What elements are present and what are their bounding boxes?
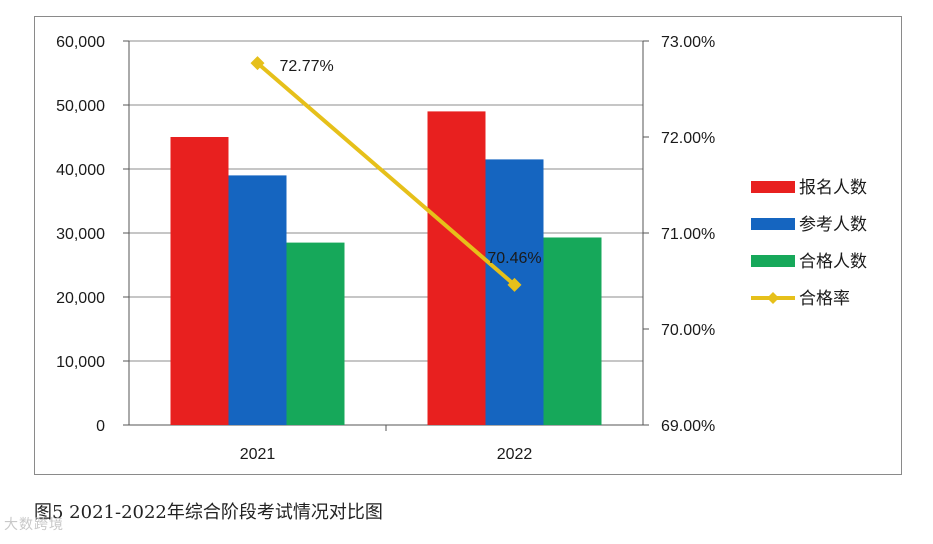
left-axis-tick-label: 0 — [96, 418, 105, 435]
watermark-text: 大数跨境 — [4, 517, 64, 533]
data-label: 72.77% — [280, 58, 334, 75]
rate-marker — [507, 277, 522, 292]
legend-label: 合格人数 — [799, 252, 867, 272]
right-axis-tick-label: 72.00% — [661, 130, 715, 147]
bar — [543, 237, 602, 425]
left-axis-tick-label: 50,000 — [56, 98, 105, 115]
right-axis-tick-label: 73.00% — [661, 34, 715, 51]
bar — [485, 159, 544, 425]
legend-swatch — [751, 218, 795, 230]
legend-swatch — [751, 255, 795, 267]
legend-swatch — [751, 181, 795, 193]
legend-label: 报名人数 — [799, 178, 867, 198]
bar — [427, 111, 486, 426]
data-label: 70.46% — [487, 250, 541, 267]
x-axis-tick-label: 2021 — [240, 446, 276, 463]
bar — [170, 137, 229, 425]
legend-label: 参考人数 — [799, 215, 867, 235]
rate-line — [256, 61, 516, 287]
left-axis-tick-label: 40,000 — [56, 162, 105, 179]
left-axis-tick-label: 10,000 — [56, 354, 105, 371]
right-axis-tick-label: 70.00% — [661, 322, 715, 339]
figure-caption: 图5 2021-2022年综合阶段考试情况对比图 — [34, 502, 383, 523]
chart-frame: 0 10,000 20,000 30,000 40,000 50,000 60,000 69.… — [34, 16, 902, 475]
right-axis-tick-label: 69.00% — [661, 418, 715, 435]
bar — [286, 242, 345, 425]
bar — [228, 175, 287, 425]
x-axis-tick-label: 2022 — [497, 446, 533, 463]
combo-chart: 0 10,000 20,000 30,000 40,000 50,000 60,000 69.… — [56, 34, 867, 463]
left-axis-tick-label: 20,000 — [56, 290, 105, 307]
left-axis-tick-label: 60,000 — [56, 34, 105, 51]
legend-marker — [767, 292, 779, 304]
legend-label: 合格率 — [799, 289, 850, 309]
left-axis-tick-label: 30,000 — [56, 226, 105, 243]
right-axis-tick-label: 71.00% — [661, 226, 715, 243]
rate-marker — [250, 56, 265, 71]
